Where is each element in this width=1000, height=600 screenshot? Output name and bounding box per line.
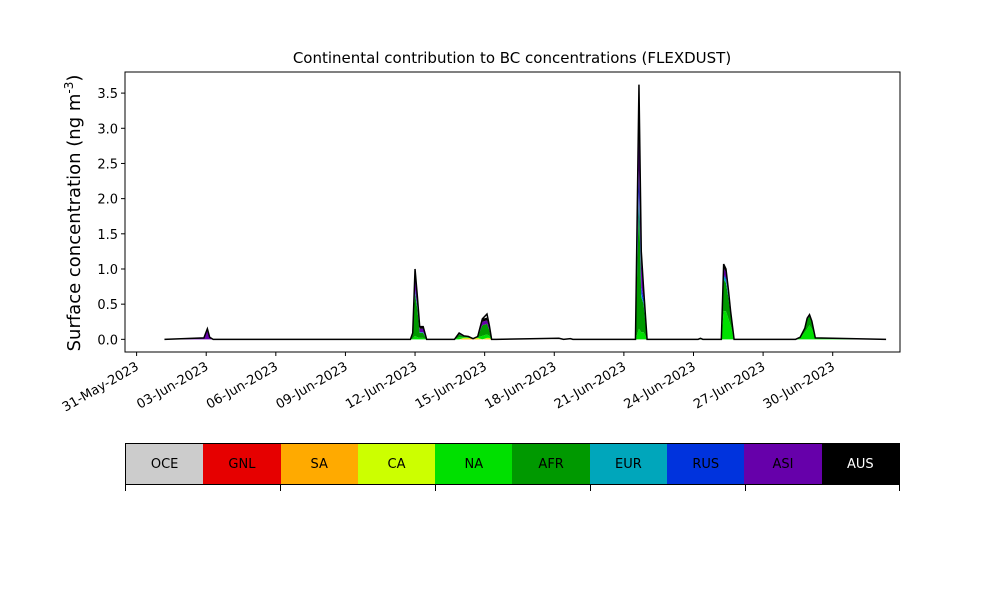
- legend-item-rus: RUS: [667, 444, 745, 484]
- legend-item-asi: ASI: [744, 444, 822, 484]
- y-tick-label: 3.0: [97, 122, 118, 137]
- area-rus: [164, 170, 887, 340]
- x-tick-label: 27-Jun-2023: [691, 359, 768, 412]
- x-tick-label: 06-Jun-2023: [204, 359, 281, 412]
- x-tick-label: 12-Jun-2023: [343, 359, 420, 412]
- x-axis: 31-May-202303-Jun-202306-Jun-202309-Jun-…: [60, 352, 838, 415]
- x-tick-label: 15-Jun-2023: [413, 359, 490, 412]
- total-line: [164, 84, 887, 341]
- legend-item-oce: OCE: [126, 444, 204, 484]
- legend: OCE GNL SA CA NA AFR EUR RUS ASI AUS: [125, 443, 900, 485]
- legend-tick: [280, 485, 281, 491]
- chart-title: Continental contribution to BC concentra…: [293, 49, 731, 67]
- area-na: [164, 311, 887, 340]
- y-axis-label-close: ): [64, 75, 85, 82]
- area-eur: [164, 191, 887, 340]
- y-axis-label: Surface concentration (ng m-3): [62, 75, 85, 352]
- y-axis: 0.0 0.5 1.0 1.5 2.0 2.5 3.0 3.5: [97, 87, 125, 348]
- x-tick-label: 09-Jun-2023: [274, 359, 351, 412]
- area-afr: [164, 198, 887, 340]
- area-asi: [164, 121, 887, 340]
- y-tick-label: 1.0: [97, 263, 118, 278]
- legend-item-sa: SA: [280, 444, 358, 484]
- area-layers: [164, 84, 887, 341]
- y-axis-label-main: Surface concentration (ng m: [64, 94, 85, 352]
- x-tick-label: 03-Jun-2023: [134, 359, 211, 412]
- x-tick-label: 24-Jun-2023: [622, 359, 699, 412]
- legend-tick: [125, 485, 126, 491]
- legend-tick: [745, 485, 746, 491]
- legend-item-aus: AUS: [821, 444, 899, 484]
- y-tick-label: 3.5: [97, 87, 118, 102]
- y-axis-label-unit-exponent: -3: [62, 82, 76, 94]
- y-tick-label: 2.0: [97, 193, 118, 208]
- legend-tick: [899, 485, 900, 491]
- x-tick-label: 21-Jun-2023: [552, 359, 629, 412]
- plot-frame: [124, 71, 901, 353]
- y-tick-label: 0.0: [97, 333, 118, 348]
- legend-tick: [435, 485, 436, 491]
- legend-item-afr: AFR: [512, 444, 590, 484]
- legend-tick: [590, 485, 591, 491]
- y-tick-label: 1.5: [97, 228, 118, 243]
- legend-item-gnl: GNL: [203, 444, 281, 484]
- x-tick-label: 30-Jun-2023: [761, 359, 838, 412]
- y-tick-label: 0.5: [97, 298, 118, 313]
- legend-item-na: NA: [435, 444, 513, 484]
- x-tick-label: 18-Jun-2023: [482, 359, 559, 412]
- x-tick-label: 31-May-2023: [60, 359, 142, 415]
- y-tick-label: 2.5: [97, 157, 118, 172]
- area-aus: [164, 86, 887, 340]
- legend-item-ca: CA: [357, 444, 436, 484]
- legend-ticks: [125, 485, 900, 493]
- legend-item-eur: EUR: [589, 444, 668, 484]
